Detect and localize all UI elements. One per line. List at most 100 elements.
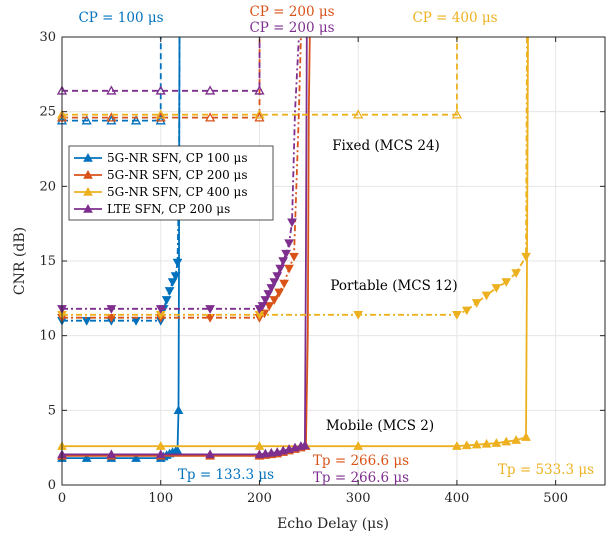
data-point (481, 438, 492, 448)
x-tick-label: 0 (58, 491, 66, 506)
data-point (106, 449, 117, 459)
data-point (167, 278, 178, 287)
series-portable (57, 36, 531, 320)
data-point (164, 287, 175, 296)
data-point (284, 239, 294, 249)
legend: 5G-NR SFN, CP 100 μs 5G-NR SFN, CP 200 μs… (68, 145, 274, 221)
data-point (284, 264, 294, 274)
data-point (353, 109, 364, 119)
data-point (452, 311, 462, 320)
data-point (289, 252, 299, 262)
annotation: CP = 200 μs (249, 20, 334, 36)
data-point (521, 252, 531, 262)
series-line (62, 36, 261, 92)
data-point (471, 299, 482, 308)
data-point (106, 85, 117, 95)
data-point (279, 279, 289, 289)
data-point (260, 296, 271, 305)
data-point (511, 269, 521, 278)
legend-item: 5G-NR SFN, CP 200 μs (74, 168, 248, 182)
data-point (353, 311, 364, 320)
legend-box (68, 145, 274, 221)
data-point (155, 449, 166, 459)
series-fixed (56, 36, 463, 119)
data-point (81, 115, 92, 125)
data-point (205, 314, 215, 323)
legend-label: LTE SFN, CP 200 μs (107, 202, 230, 216)
legend-label: 5G-NR SFN, CP 400 μs (107, 185, 248, 199)
x-tick-label: 500 (543, 491, 568, 506)
data-point (278, 257, 288, 267)
data-point (353, 441, 364, 450)
annotation: Fixed (MCS 24) (332, 138, 440, 154)
annotation: CP = 100 μs (78, 10, 163, 26)
annotation: Tp = 533.3 μs (498, 462, 594, 478)
data-point (452, 441, 462, 450)
data-point (451, 109, 463, 119)
data-point (491, 284, 502, 293)
data-point (83, 203, 93, 213)
data-point (263, 290, 274, 299)
data-point (269, 278, 280, 287)
x-axis-label: Echo Delay (μs) (277, 516, 389, 532)
legend-label: 5G-NR SFN, CP 200 μs (107, 168, 248, 182)
data-point (461, 306, 472, 316)
data-point (287, 218, 297, 228)
data-point (254, 109, 265, 119)
data-point (83, 169, 93, 179)
data-point (481, 291, 492, 301)
series-mobile (57, 36, 310, 459)
data-point (106, 305, 117, 314)
data-point (205, 449, 215, 459)
data-point (83, 186, 93, 196)
legend-item: 5G-NR SFN, CP 100 μs (74, 151, 248, 165)
data-point (155, 109, 166, 119)
legend-item: 5G-NR SFN, CP 400 μs (74, 185, 248, 199)
annotation: Tp = 133.3 μs (178, 467, 274, 483)
data-point (172, 258, 183, 268)
data-point (264, 302, 275, 311)
x-tick-label: 400 (444, 491, 469, 506)
data-point (81, 453, 92, 462)
y-tick-label: 10 (39, 329, 56, 344)
data-point (131, 453, 141, 462)
y-tick-label: 15 (39, 254, 56, 269)
data-point (272, 272, 283, 281)
y-tick-label: 0 (48, 478, 56, 493)
data-point (491, 438, 502, 447)
data-point (511, 435, 521, 444)
data-point (266, 284, 277, 293)
series-line (62, 36, 261, 119)
plot-area (56, 36, 531, 462)
data-point (300, 440, 310, 450)
legend-label: 5G-NR SFN, CP 100 μs (107, 151, 248, 165)
data-point (83, 152, 93, 162)
data-point (461, 440, 472, 450)
data-point (269, 296, 280, 305)
data-point (204, 85, 216, 95)
series-line (62, 36, 458, 116)
legend-item: LTE SFN, CP 200 μs (74, 202, 230, 216)
data-point (204, 112, 216, 122)
data-point (155, 85, 166, 95)
series-line (62, 36, 162, 122)
annotation: Tp = 266.6 μs (313, 470, 409, 486)
data-point (521, 432, 531, 441)
data-point (205, 305, 215, 314)
data-point (173, 405, 184, 415)
data-point (274, 288, 285, 298)
x-tick-label: 300 (346, 491, 371, 506)
data-point (106, 314, 117, 323)
data-point (106, 112, 117, 122)
data-point (471, 439, 482, 449)
y-axis-label: CNR (dB) (12, 227, 28, 295)
data-point (501, 278, 512, 287)
y-tick-label: 20 (39, 179, 56, 194)
data-point (257, 302, 268, 311)
data-point (130, 115, 142, 125)
data-point (275, 264, 286, 274)
annotation: Mobile (MCS 2) (326, 418, 434, 434)
data-point (254, 85, 265, 95)
data-point (170, 272, 181, 281)
